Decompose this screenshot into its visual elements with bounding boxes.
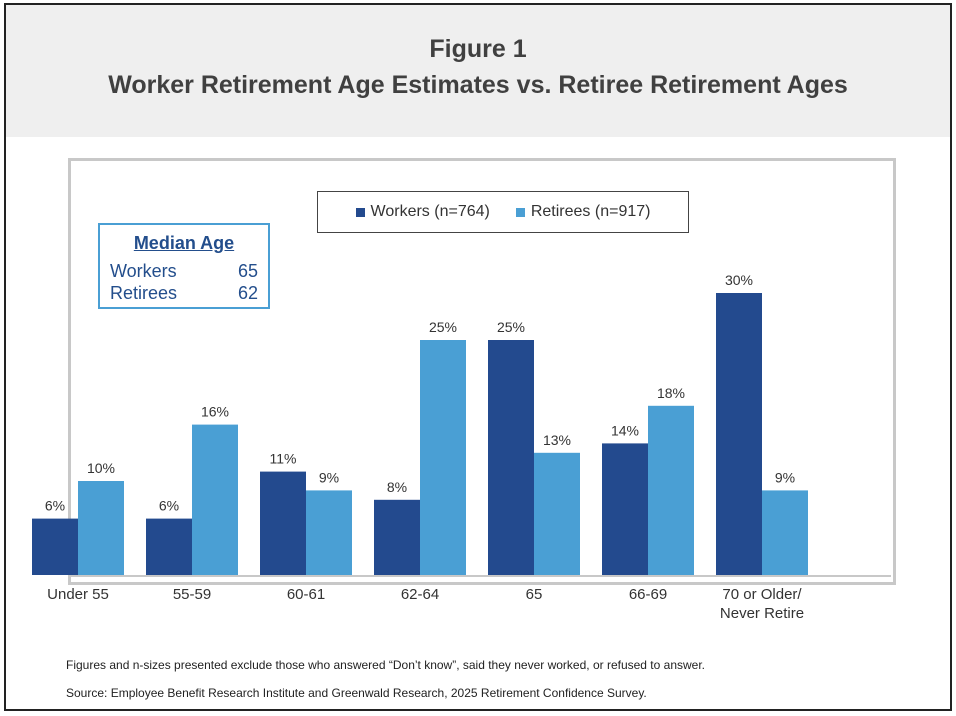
median-age-box: Median Age Workers 65 Retirees 62 [98, 223, 270, 309]
data-label-workers-3: 8% [387, 479, 407, 495]
bar-workers-5 [602, 443, 648, 575]
category-label-0: Under 55 [47, 586, 109, 603]
bar-retirees-3 [420, 340, 466, 575]
median-row-workers: Workers 65 [110, 261, 258, 282]
data-label-retirees-5: 18% [657, 385, 685, 401]
category-label-6: 70 or Older/ [722, 586, 802, 603]
median-value-retirees: 62 [237, 283, 258, 303]
bar-retirees-5 [648, 405, 694, 575]
legend-label-workers: Workers (n=764) [370, 203, 490, 220]
category-label-6-line1: Never Retire [720, 605, 804, 622]
data-label-retirees-2: 9% [319, 469, 339, 485]
figure-label: Figure 1 [429, 35, 527, 63]
median-row-retirees: Retirees 62 [110, 283, 258, 304]
category-label-2: 60-61 [287, 586, 325, 603]
category-label-5: 66-69 [629, 586, 667, 603]
data-label-retirees-0: 10% [87, 460, 115, 476]
legend-swatch-retirees [515, 207, 525, 217]
bar-retirees-1 [192, 424, 238, 575]
bar-chart: 6% 10% Under 55 6% 16% 55-59 11% 9% 60-61 8% 25% 62… [32, 272, 891, 622]
median-age-title: Median Age [133, 233, 235, 253]
median-label-retirees: Retirees [110, 283, 178, 303]
data-label-workers-0: 6% [45, 498, 65, 514]
data-label-retirees-4: 13% [543, 432, 571, 448]
category-label-4: 65 [526, 586, 543, 603]
bar-retirees-2 [306, 490, 352, 575]
legend-swatch-workers [355, 207, 365, 217]
median-label-workers: Workers [110, 261, 177, 281]
median-value-workers: 65 [237, 261, 258, 281]
data-label-retirees-3: 25% [429, 319, 457, 335]
bar-retirees-0 [78, 481, 124, 575]
chart-title: Worker Retirement Age Estimates vs. Reti… [108, 71, 848, 99]
footnote: Figures and n-sizes presented exclude th… [66, 658, 705, 672]
bar-workers-3 [374, 499, 420, 575]
legend: Workers (n=764) Retirees (n=917) [317, 191, 689, 233]
source-note: Source: Employee Benefit Research Instit… [66, 686, 647, 700]
legend-item-workers: Workers (n=764) [355, 203, 490, 221]
bar-retirees-6 [762, 490, 808, 575]
figure-frame: Figure 1 Worker Retirement Age Estimates… [4, 3, 952, 711]
bar-workers-2 [260, 471, 306, 575]
data-label-workers-4: 25% [497, 319, 525, 335]
data-label-retirees-6: 9% [775, 469, 795, 485]
data-label-retirees-1: 16% [201, 404, 229, 420]
legend-item-retirees: Retirees (n=917) [515, 203, 651, 221]
bar-workers-6 [716, 293, 762, 575]
category-label-1: 55-59 [173, 586, 211, 603]
figure-header: Figure 1 Worker Retirement Age Estimates… [6, 5, 950, 137]
data-label-workers-5: 14% [611, 422, 639, 438]
bar-workers-4 [488, 340, 534, 575]
legend-label-retirees: Retirees (n=917) [530, 203, 651, 220]
data-label-workers-6: 30% [725, 272, 753, 288]
bar-workers-1 [146, 518, 192, 575]
data-label-workers-2: 11% [270, 451, 297, 467]
category-label-3: 62-64 [401, 586, 439, 603]
data-label-workers-1: 6% [159, 498, 179, 514]
bar-retirees-4 [534, 452, 580, 575]
bar-workers-0 [32, 518, 78, 575]
